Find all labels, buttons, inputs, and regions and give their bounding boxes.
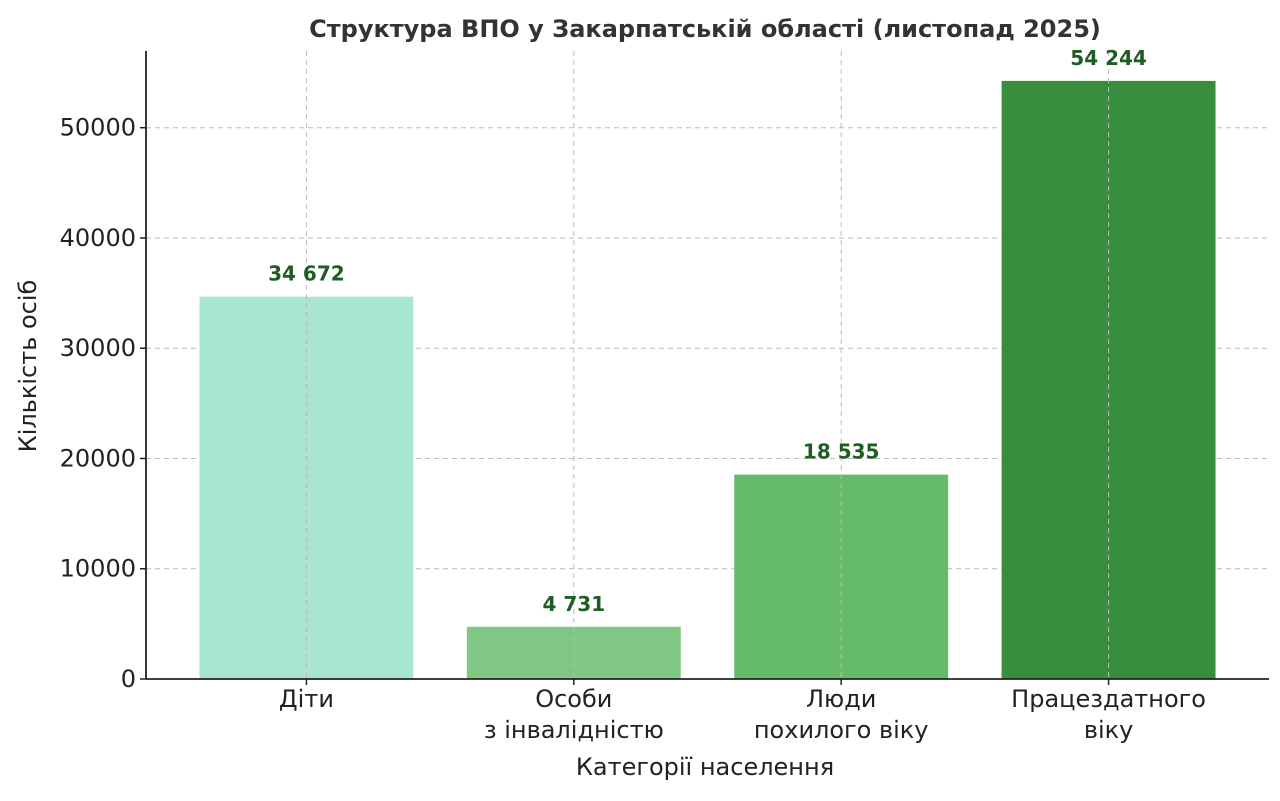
y-tick-label: 50000: [60, 114, 136, 142]
x-tick-label: віку: [1084, 716, 1134, 744]
data-label: 18 535: [803, 440, 880, 464]
y-tick-label: 30000: [60, 334, 136, 362]
x-tick-label: Працездатного: [1011, 685, 1206, 713]
x-tick-label: Діти: [279, 685, 334, 713]
chart-title: Структура ВПО у Закарпатській області (л…: [309, 15, 1101, 43]
x-tick-label: похилого віку: [754, 716, 929, 744]
x-tick-label: Особи: [535, 685, 612, 713]
x-tick-label: з інвалідністю: [484, 716, 664, 744]
data-label: 4 731: [542, 592, 605, 616]
y-tick-label: 20000: [60, 444, 136, 472]
bar: [466, 626, 681, 679]
y-axis-label: Кількість осіб: [14, 280, 42, 453]
x-axis-label: Категорії населення: [576, 753, 834, 781]
y-tick-label: 0: [121, 665, 136, 693]
y-tick-label: 10000: [60, 555, 136, 583]
y-tick-label: 40000: [60, 224, 136, 252]
data-label: 34 672: [268, 262, 345, 286]
data-label: 54 244: [1070, 46, 1147, 70]
x-tick-label: Люди: [806, 685, 876, 713]
